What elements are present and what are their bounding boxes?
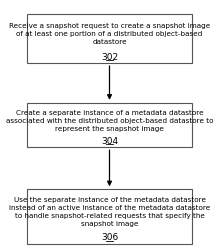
Text: 304: 304	[101, 136, 118, 145]
Text: Create a separate instance of a metadata datastore
associated with the distribut: Create a separate instance of a metadata…	[6, 110, 213, 132]
Text: Use the separate instance of the metadata datastore
instead of an active instanc: Use the separate instance of the metadat…	[9, 197, 210, 227]
FancyBboxPatch shape	[27, 14, 192, 63]
Text: 302: 302	[101, 52, 118, 62]
FancyBboxPatch shape	[27, 103, 192, 147]
Text: 306: 306	[101, 233, 118, 242]
FancyBboxPatch shape	[27, 189, 192, 244]
Text: Receive a snapshot request to create a snapshot image
of at least one portion of: Receive a snapshot request to create a s…	[9, 23, 210, 45]
